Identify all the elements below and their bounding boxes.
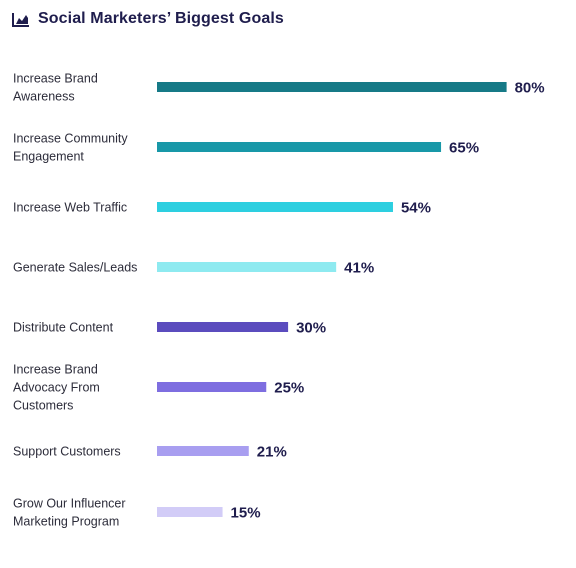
category-label-line: Grow Our Influencer [13, 497, 126, 511]
bar-chart-icon [12, 12, 29, 27]
bar-6 [157, 382, 267, 392]
category-label-6: Increase Brand Advocacy From Customers [13, 363, 100, 413]
bar-1 [157, 82, 507, 92]
category-label-line: Increase Brand [13, 363, 98, 377]
category-label-line: Distribute Content [13, 321, 114, 335]
category-label-line: Customers [13, 399, 73, 413]
value-label-2: 65% [449, 140, 479, 157]
bar-2 [157, 142, 442, 152]
category-label-line: Engagement [13, 150, 84, 164]
category-label-8: Grow Our Influencer Marketing Program [13, 497, 126, 529]
value-label-6: 25% [274, 380, 304, 397]
category-label-line: Increase Community [13, 132, 128, 146]
value-label-1: 80% [515, 80, 545, 97]
bar-7 [157, 446, 249, 456]
category-label-line: Awareness [13, 90, 75, 104]
category-label-5: Distribute Content [13, 321, 114, 335]
category-label-line: Generate Sales/Leads [13, 261, 137, 275]
chart-title-row: Social Marketers’ Biggest Goals [12, 8, 284, 30]
category-label-4: Generate Sales/Leads [13, 261, 137, 275]
value-label-4: 41% [344, 260, 374, 277]
category-label-line: Increase Web Traffic [13, 201, 127, 215]
chart-title: Social Marketers’ Biggest Goals [38, 10, 284, 27]
category-label-7: Support Customers [13, 445, 121, 459]
category-label-2: Increase Community Engagement [13, 132, 128, 164]
category-label-line: Increase Brand [13, 72, 98, 86]
bar-3 [157, 202, 393, 212]
bar-8 [157, 507, 223, 517]
category-label-1: Increase Brand Awareness [13, 72, 98, 104]
category-label-line: Marketing Program [13, 515, 119, 529]
value-label-8: 15% [231, 505, 261, 522]
bar-4 [157, 262, 337, 272]
value-label-7: 21% [257, 444, 287, 461]
bar-5 [157, 322, 289, 332]
value-label-5: 30% [296, 320, 326, 337]
category-label-line: Support Customers [13, 445, 121, 459]
value-label-3: 54% [401, 200, 431, 217]
category-label-line: Advocacy From [13, 381, 100, 395]
category-label-3: Increase Web Traffic [13, 201, 127, 215]
